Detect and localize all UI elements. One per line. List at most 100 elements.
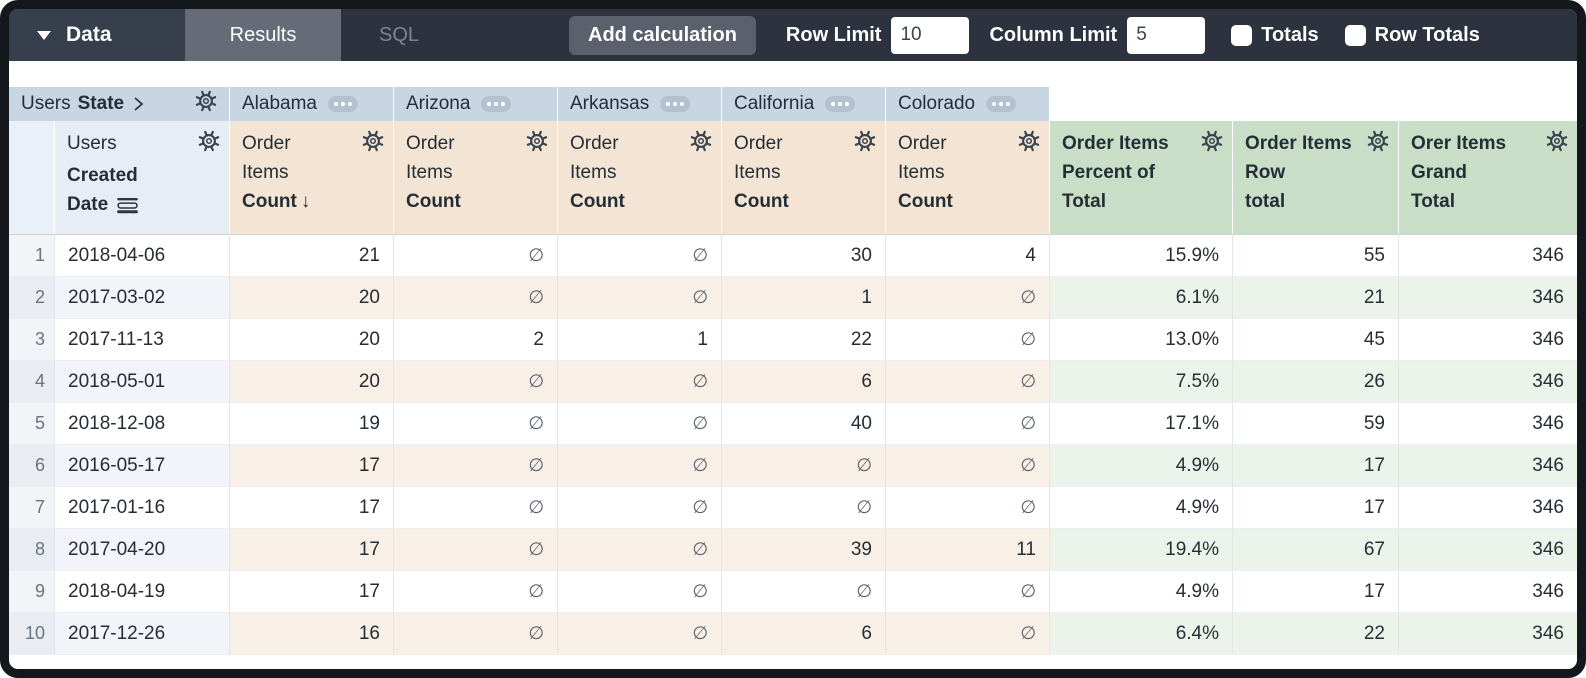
grand-total-cell[interactable]: 346 [1398, 403, 1577, 445]
value-cell[interactable]: 20 [229, 361, 393, 403]
value-cell[interactable]: ∅ [557, 235, 721, 277]
calc-header-0[interactable]: Order Items Percent of Total [1049, 121, 1232, 234]
pivot-field-header[interactable]: Users State [9, 87, 229, 121]
value-cell[interactable]: ∅ [557, 445, 721, 487]
date-cell[interactable]: 2017-04-20 [54, 529, 229, 571]
value-cell[interactable]: ∅ [557, 487, 721, 529]
grand-total-cell[interactable]: 346 [1398, 277, 1577, 319]
gear-icon[interactable] [690, 130, 712, 152]
percent-of-total-cell[interactable]: 7.5% [1049, 361, 1232, 403]
value-cell[interactable]: ∅ [393, 235, 557, 277]
pivot-header-california[interactable]: California [721, 87, 885, 121]
ellipsis-menu-icon[interactable] [481, 96, 512, 112]
measure-header-arizona[interactable]: Order Items Count [393, 121, 557, 234]
value-cell[interactable]: 17 [229, 571, 393, 613]
value-cell[interactable]: ∅ [557, 529, 721, 571]
percent-of-total-cell[interactable]: 4.9% [1049, 445, 1232, 487]
row-total-cell[interactable]: 17 [1232, 571, 1398, 613]
date-cell[interactable]: 2018-12-08 [54, 403, 229, 445]
column-limit-input[interactable] [1127, 16, 1206, 54]
calc-header-1[interactable]: Order Items Row total [1232, 121, 1398, 234]
value-cell[interactable]: ∅ [393, 277, 557, 319]
value-cell[interactable]: ∅ [885, 403, 1049, 445]
value-cell[interactable]: ∅ [885, 613, 1049, 655]
ellipsis-menu-icon[interactable] [660, 96, 691, 112]
tab-sql[interactable]: SQL [378, 23, 420, 46]
value-cell[interactable]: 11 [885, 529, 1049, 571]
value-cell[interactable]: ∅ [557, 571, 721, 613]
value-cell[interactable]: ∅ [721, 487, 885, 529]
percent-of-total-cell[interactable]: 4.9% [1049, 571, 1232, 613]
value-cell[interactable]: ∅ [721, 571, 885, 613]
date-cell[interactable]: 2018-04-19 [54, 571, 229, 613]
gear-icon[interactable] [198, 130, 220, 152]
date-cell[interactable]: 2018-05-01 [54, 361, 229, 403]
value-cell[interactable]: ∅ [393, 571, 557, 613]
percent-of-total-cell[interactable]: 15.9% [1049, 235, 1232, 277]
value-cell[interactable]: ∅ [885, 361, 1049, 403]
pivot-header-arizona[interactable]: Arizona [393, 87, 557, 121]
subtotal-icon[interactable] [116, 196, 140, 214]
gear-icon[interactable] [1201, 130, 1223, 152]
value-cell[interactable]: 20 [229, 319, 393, 361]
gear-icon[interactable] [1367, 130, 1389, 152]
grand-total-cell[interactable]: 346 [1398, 445, 1577, 487]
percent-of-total-cell[interactable]: 6.1% [1049, 277, 1232, 319]
value-cell[interactable]: 20 [229, 277, 393, 319]
pivot-header-alabama[interactable]: Alabama [229, 87, 393, 121]
gear-icon[interactable] [526, 130, 548, 152]
row-limit-input[interactable] [891, 16, 970, 54]
grand-total-cell[interactable]: 346 [1398, 319, 1577, 361]
ellipsis-menu-icon[interactable] [328, 96, 358, 112]
date-cell[interactable]: 2017-11-13 [54, 319, 229, 361]
date-cell[interactable]: 2016-05-17 [54, 445, 229, 487]
value-cell[interactable]: ∅ [557, 277, 721, 319]
ellipsis-menu-icon[interactable] [825, 96, 856, 112]
grand-total-cell[interactable]: 346 [1398, 613, 1577, 655]
value-cell[interactable]: ∅ [393, 529, 557, 571]
row-total-cell[interactable]: 26 [1232, 361, 1398, 403]
percent-of-total-cell[interactable]: 13.0% [1049, 319, 1232, 361]
measure-header-alabama[interactable]: Order Items Count ↓ [229, 121, 393, 234]
value-cell[interactable]: ∅ [393, 487, 557, 529]
value-cell[interactable]: ∅ [885, 571, 1049, 613]
grand-total-cell[interactable]: 346 [1398, 529, 1577, 571]
gear-icon[interactable] [362, 130, 384, 152]
data-menu[interactable]: Data [9, 9, 185, 61]
value-cell[interactable]: 16 [229, 613, 393, 655]
ellipsis-menu-icon[interactable] [986, 96, 1017, 112]
date-cell[interactable]: 2017-03-02 [54, 277, 229, 319]
percent-of-total-cell[interactable]: 4.9% [1049, 487, 1232, 529]
row-total-cell[interactable]: 55 [1232, 235, 1398, 277]
value-cell[interactable]: 6 [721, 613, 885, 655]
grand-total-cell[interactable]: 346 [1398, 361, 1577, 403]
gear-icon[interactable] [1546, 130, 1568, 152]
dimension-header[interactable]: Users Created Date [54, 121, 229, 234]
value-cell[interactable]: ∅ [885, 277, 1049, 319]
value-cell[interactable]: 40 [721, 403, 885, 445]
pivot-header-colorado[interactable]: Colorado [885, 87, 1049, 121]
date-cell[interactable]: 2018-04-06 [54, 235, 229, 277]
value-cell[interactable]: 30 [721, 235, 885, 277]
value-cell[interactable]: 2 [393, 319, 557, 361]
gear-icon[interactable] [854, 130, 876, 152]
pivot-header-arkansas[interactable]: Arkansas [557, 87, 721, 121]
percent-of-total-cell[interactable]: 6.4% [1049, 613, 1232, 655]
value-cell[interactable]: ∅ [393, 445, 557, 487]
measure-header-colorado[interactable]: Order Items Count [885, 121, 1049, 234]
value-cell[interactable]: 1 [557, 319, 721, 361]
row-total-cell[interactable]: 22 [1232, 613, 1398, 655]
row-total-cell[interactable]: 17 [1232, 445, 1398, 487]
value-cell[interactable]: 4 [885, 235, 1049, 277]
date-cell[interactable]: 2017-01-16 [54, 487, 229, 529]
row-totals-checkbox[interactable] [1344, 24, 1366, 46]
value-cell[interactable]: ∅ [721, 445, 885, 487]
value-cell[interactable]: 17 [229, 529, 393, 571]
value-cell[interactable]: 1 [721, 277, 885, 319]
value-cell[interactable]: ∅ [393, 361, 557, 403]
date-cell[interactable]: 2017-12-26 [54, 613, 229, 655]
grand-total-cell[interactable]: 346 [1398, 235, 1577, 277]
row-total-cell[interactable]: 67 [1232, 529, 1398, 571]
percent-of-total-cell[interactable]: 19.4% [1049, 529, 1232, 571]
value-cell[interactable]: ∅ [885, 319, 1049, 361]
